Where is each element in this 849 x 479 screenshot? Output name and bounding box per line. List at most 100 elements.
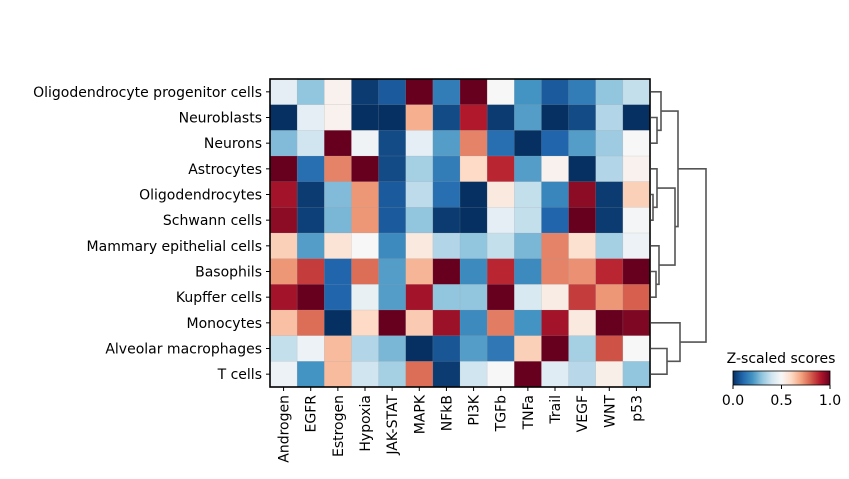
heatmap-cell — [324, 181, 352, 208]
heatmap-cell — [459, 309, 488, 337]
heatmap-cell — [269, 207, 298, 234]
dendrogram-link — [651, 168, 658, 209]
heatmap-cell — [568, 104, 597, 131]
heatmap-cell — [324, 309, 352, 337]
heatmap-cell — [541, 181, 570, 208]
heatmap-cell — [432, 104, 461, 131]
column-label: MAPK — [412, 394, 428, 434]
heatmap-cell — [432, 361, 461, 388]
heatmap-cell — [568, 155, 597, 183]
heatmap-cell — [595, 130, 624, 157]
heatmap-cell — [405, 104, 434, 131]
heatmap-cell — [622, 181, 651, 208]
heatmap-cell — [351, 130, 380, 157]
column-label: Estrogen — [331, 395, 347, 457]
heatmap-cell — [486, 130, 515, 157]
row-label: Neurons — [204, 136, 262, 152]
heatmap-cell — [568, 232, 597, 260]
heatmap-cell — [622, 207, 651, 234]
heatmap-cell — [622, 78, 651, 106]
row-label: Monocytes — [187, 316, 262, 332]
heatmap-cell — [351, 232, 380, 260]
heatmap-cell — [269, 130, 298, 157]
heatmap-cell — [541, 335, 570, 362]
row-label: Oligodendrocyte progenitor cells — [33, 85, 262, 101]
heatmap-cell — [269, 104, 298, 131]
heatmap-cell — [459, 104, 488, 131]
heatmap-cell — [486, 181, 515, 208]
heatmap-cell — [459, 258, 488, 285]
heatmap-cell — [405, 284, 434, 311]
heatmap-cell — [378, 335, 407, 362]
dendrogram-link — [651, 193, 654, 221]
colorbar-tick-label: 1.0 — [819, 393, 841, 409]
heatmap-cell — [595, 78, 624, 106]
heatmap-cell — [269, 284, 298, 311]
row-label: Alveolar macrophages — [105, 342, 262, 358]
dendrogram-link — [651, 322, 681, 363]
heatmap-cell — [595, 207, 624, 234]
heatmap-cell — [269, 309, 298, 337]
column-label: TNFa — [521, 395, 537, 430]
heatmap-cell — [405, 207, 434, 234]
heatmap-cell — [405, 181, 434, 208]
colorbar-tick-label: 0.0 — [722, 393, 744, 409]
heatmap-cell — [405, 361, 434, 388]
heatmap-cell — [459, 335, 488, 362]
heatmap-cell — [296, 309, 325, 337]
heatmap-cell — [514, 361, 542, 388]
heatmap-cell — [296, 155, 325, 183]
heatmap-cell — [296, 130, 325, 157]
heatmap-cell — [568, 207, 597, 234]
heatmap-cell — [324, 104, 352, 131]
heatmap-cell — [432, 155, 461, 183]
heatmap-cell — [378, 155, 407, 183]
heatmap-cell — [514, 130, 542, 157]
dendrogram-link — [678, 168, 707, 343]
heatmap-cell — [351, 335, 380, 362]
heatmap-cell — [514, 155, 542, 183]
heatmap-cell — [514, 309, 542, 337]
row-labels: Oligodendrocyte progenitor cells Neurobla… — [33, 85, 270, 383]
heatmap-cell — [568, 309, 597, 337]
heatmap-cell — [351, 181, 380, 208]
heatmap-cell — [324, 335, 352, 362]
row-label: Astrocytes — [188, 162, 262, 178]
heatmap-cell — [378, 361, 407, 388]
heatmap-cell — [459, 284, 488, 311]
heatmap-cell — [459, 181, 488, 208]
heatmap-cell — [378, 309, 407, 337]
heatmap-cell — [595, 284, 624, 311]
heatmap-cell — [324, 284, 352, 311]
heatmap-cell — [269, 361, 298, 388]
heatmap-cell — [324, 361, 352, 388]
heatmap-cell — [405, 309, 434, 337]
heatmap-cell — [269, 78, 298, 106]
colorbar-tick-label: 0.5 — [770, 393, 792, 409]
heatmap-cell — [568, 130, 597, 157]
heatmap-cell — [541, 258, 570, 285]
heatmap-cell — [514, 232, 542, 260]
heatmap-cell — [568, 181, 597, 208]
heatmap-cell — [622, 232, 651, 260]
colorbar-title: Z-scaled scores — [727, 351, 836, 367]
heatmap-cell — [405, 78, 434, 106]
heatmap-cell — [324, 232, 352, 260]
heatmap-cell — [378, 78, 407, 106]
heatmap-cell — [405, 155, 434, 183]
column-label: EGFR — [304, 395, 320, 433]
heatmap-cell — [296, 104, 325, 131]
heatmap-cell — [351, 361, 380, 388]
heatmap-cell — [514, 181, 542, 208]
heatmap-cell — [324, 130, 352, 157]
heatmap-cell — [296, 258, 325, 285]
column-label: Hypoxia — [358, 395, 374, 452]
heatmap-cell — [269, 258, 298, 285]
heatmap-cell — [269, 181, 298, 208]
heatmap-cell — [486, 361, 515, 388]
heatmap-cell — [514, 335, 542, 362]
heatmap-cell — [324, 78, 352, 106]
row-label: Schwann cells — [163, 213, 262, 229]
heatmap-cell — [432, 181, 461, 208]
heatmap-cell — [351, 309, 380, 337]
